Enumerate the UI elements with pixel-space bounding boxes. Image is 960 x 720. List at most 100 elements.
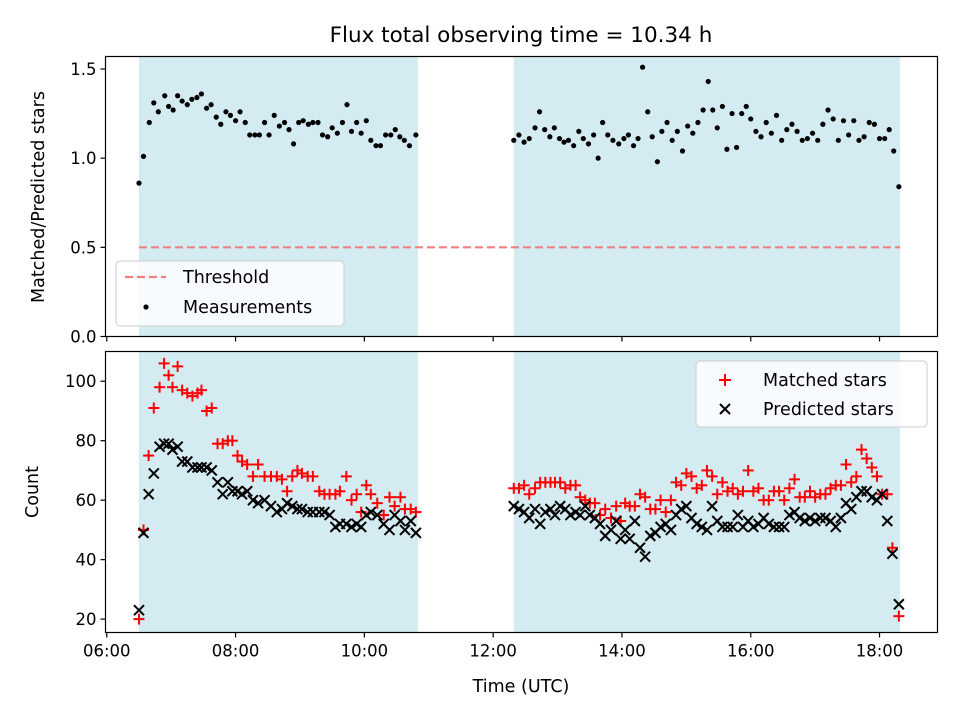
measurement-point: [674, 128, 680, 135]
measurement-point: [397, 134, 403, 140]
predicted-star-point: [226, 485, 239, 497]
measurement-point: [276, 123, 282, 129]
predicted-star-point: [148, 467, 160, 480]
measurement-point: [876, 135, 883, 142]
predicted-star-point: [355, 521, 367, 533]
measurement-point: [779, 137, 785, 143]
measurement-point: [348, 128, 355, 135]
measurement-point: [189, 96, 195, 102]
predicted-star-point: [830, 521, 842, 533]
legend-measurements-swatch: [143, 304, 149, 310]
top-y-tick-label: 0.0: [70, 328, 96, 347]
matched-star-point: [799, 491, 811, 503]
measurement-point: [296, 119, 302, 126]
predicted-star-point: [345, 521, 358, 533]
measurement-point: [804, 135, 811, 142]
predicted-star-point: [252, 497, 264, 509]
predicted-star-point: [783, 509, 796, 521]
measurement-point: [223, 109, 229, 115]
predicted-star-point: [222, 476, 234, 489]
measurement-point: [610, 137, 616, 143]
measurement-point: [565, 137, 572, 143]
measurement-point: [334, 130, 340, 136]
matched-star-point: [660, 506, 672, 518]
predicted-star-point: [721, 521, 734, 533]
predicted-star-point: [835, 512, 847, 524]
matched-star-point: [286, 470, 298, 482]
measurement-point: [536, 109, 543, 115]
predicted-star-point: [313, 506, 326, 518]
predicted-star-point: [574, 509, 586, 521]
measurement-point: [208, 102, 214, 108]
matched-star-point: [360, 479, 372, 491]
matched-star-point: [696, 479, 708, 491]
matched-star-point: [866, 461, 878, 473]
measurement-point: [763, 119, 769, 126]
measurement-point: [155, 109, 161, 115]
legend-matched-swatch: [719, 374, 731, 386]
x-tick-label: 14:00: [598, 642, 646, 661]
predicted-star-point: [508, 500, 520, 512]
x-tick-label: 10:00: [341, 642, 389, 661]
measurement-point: [136, 180, 142, 186]
predicted-star-point: [819, 512, 832, 524]
measurement-point: [162, 93, 168, 99]
matched-star-point: [871, 470, 883, 482]
x-tick-label: 12:00: [469, 642, 517, 661]
predicted-star-point: [200, 461, 213, 474]
predicted-star-point: [614, 533, 627, 545]
matched-star-point: [649, 503, 661, 515]
measurement-point: [773, 112, 780, 118]
measurement-point: [739, 110, 745, 117]
predicted-star-point: [564, 509, 577, 521]
measurement-point: [861, 134, 867, 140]
measurement-point: [835, 137, 841, 143]
predicted-star-point: [610, 515, 622, 527]
matched-star-point: [701, 464, 713, 476]
matched-star-point: [835, 479, 847, 491]
measurement-point: [551, 125, 557, 131]
predicted-star-point: [747, 521, 760, 533]
bottom-legend: Matched stars Predicted stars: [695, 360, 928, 428]
measurement-point: [585, 141, 592, 147]
matched-star-point: [716, 476, 728, 488]
measurement-point: [175, 93, 181, 99]
measurement-point: [635, 135, 641, 142]
matched-star-point: [252, 458, 264, 470]
predicted-star-point: [634, 542, 646, 554]
measurement-point: [891, 148, 897, 154]
matched-star-point: [529, 482, 541, 494]
bottom-y-tick-label: 80: [76, 432, 97, 451]
measurement-point: [729, 110, 735, 117]
matched-star-point: [778, 494, 790, 506]
measurement-point: [290, 141, 297, 147]
predicted-star-point: [675, 503, 687, 515]
predicted-star-point: [286, 500, 298, 512]
measurement-point: [719, 103, 726, 110]
matched-star-point: [856, 444, 868, 456]
top-y-tick-label: 1.5: [70, 60, 96, 79]
bottom-y-tick-label: 60: [76, 491, 97, 510]
measurement-point: [690, 130, 696, 136]
predicted-star-point: [191, 461, 204, 474]
measurement-point: [271, 112, 277, 118]
measurement-point: [286, 127, 292, 133]
predicted-star-point: [271, 506, 283, 518]
top-panel-frame: [104, 55, 939, 338]
measurement-point: [511, 137, 517, 143]
x-tick-label: 08:00: [212, 642, 260, 661]
measurement-point: [815, 137, 821, 143]
predicted-star-point: [186, 461, 199, 474]
matched-star-point: [594, 509, 606, 521]
predicted-star-point: [176, 455, 188, 468]
predicted-star-point: [211, 476, 224, 489]
legend-threshold-label: Threshold: [182, 268, 269, 288]
matched-star-point: [241, 458, 253, 470]
matched-star-point: [307, 470, 319, 482]
predicted-star-point: [301, 506, 314, 518]
matched-star-point: [773, 485, 785, 497]
matched-star-point: [148, 402, 160, 414]
bottom-y-tick-label: 40: [76, 551, 97, 570]
measurement-point: [664, 119, 670, 126]
